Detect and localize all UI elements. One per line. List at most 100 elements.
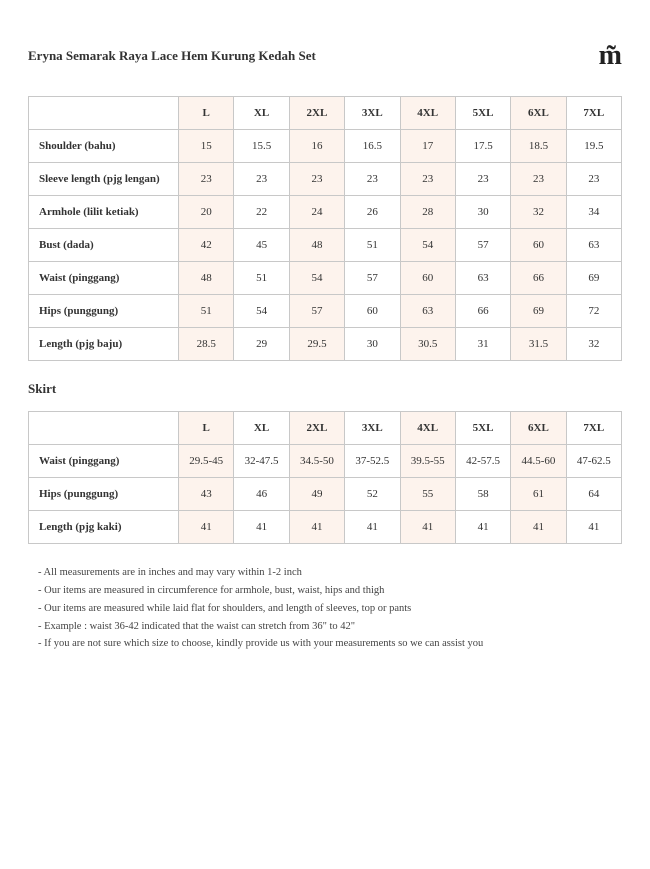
page-title: Eryna Semarak Raya Lace Hem Kurung Kedah… <box>28 48 316 64</box>
table-cell: 24 <box>289 196 344 229</box>
table-cell: 41 <box>289 511 344 544</box>
table-cell: 72 <box>566 295 621 328</box>
table-cell: 61 <box>511 478 566 511</box>
note-line: - Example : waist 36-42 indicated that t… <box>38 618 622 636</box>
table-cell: 39.5-55 <box>400 445 455 478</box>
table-row: Shoulder (bahu)1515.51616.51717.518.519.… <box>29 130 622 163</box>
table-cell: 23 <box>400 163 455 196</box>
table-cell: 49 <box>289 478 344 511</box>
table-cell: 23 <box>455 163 510 196</box>
table-cell: 51 <box>345 229 400 262</box>
table-cell: 30 <box>345 328 400 361</box>
table-cell: 57 <box>289 295 344 328</box>
table-cell: 44.5-60 <box>511 445 566 478</box>
table-cell: 23 <box>289 163 344 196</box>
table-row: Waist (pinggang)29.5-4532-47.534.5-5037-… <box>29 445 622 478</box>
table-cell: 23 <box>234 163 289 196</box>
table-row: Sleeve length (pjg lengan)23232323232323… <box>29 163 622 196</box>
table-cell: 41 <box>566 511 621 544</box>
table-cell: 23 <box>179 163 234 196</box>
table-cell: 23 <box>345 163 400 196</box>
table-cell: 54 <box>234 295 289 328</box>
row-label: Bust (dada) <box>29 229 179 262</box>
table-cell: 15 <box>179 130 234 163</box>
row-label: Armhole (lilit ketiak) <box>29 196 179 229</box>
table-cell: 41 <box>345 511 400 544</box>
table-cell: 58 <box>455 478 510 511</box>
note-line: - If you are not sure which size to choo… <box>38 635 622 653</box>
table-cell: 43 <box>179 478 234 511</box>
table-header-size: 5XL <box>455 97 510 130</box>
table-header-size: L <box>179 412 234 445</box>
table-cell: 57 <box>345 262 400 295</box>
table-cell: 26 <box>345 196 400 229</box>
table-cell: 48 <box>179 262 234 295</box>
table-header-blank <box>29 97 179 130</box>
table-cell: 31 <box>455 328 510 361</box>
table-cell: 57 <box>455 229 510 262</box>
note-line: - Our items are measured in circumferenc… <box>38 582 622 600</box>
skirt-section-title: Skirt <box>28 381 622 397</box>
table-cell: 60 <box>511 229 566 262</box>
table-cell: 29.5-45 <box>179 445 234 478</box>
table-cell: 20 <box>179 196 234 229</box>
table-cell: 32-47.5 <box>234 445 289 478</box>
table-cell: 30 <box>455 196 510 229</box>
table-row: Waist (pinggang)4851545760636669 <box>29 262 622 295</box>
table-cell: 30.5 <box>400 328 455 361</box>
table-header-size: 4XL <box>400 97 455 130</box>
row-label: Shoulder (bahu) <box>29 130 179 163</box>
table-cell: 18.5 <box>511 130 566 163</box>
table-cell: 63 <box>566 229 621 262</box>
table-header-size: 7XL <box>566 97 621 130</box>
row-label: Waist (pinggang) <box>29 262 179 295</box>
row-label: Hips (punggung) <box>29 295 179 328</box>
row-label: Length (pjg baju) <box>29 328 179 361</box>
table-header-size: 2XL <box>289 412 344 445</box>
row-label: Sleeve length (pjg lengan) <box>29 163 179 196</box>
note-line: - All measurements are in inches and may… <box>38 564 622 582</box>
table-header-size: XL <box>234 412 289 445</box>
table-cell: 34 <box>566 196 621 229</box>
table-cell: 66 <box>455 295 510 328</box>
table-header-size: 2XL <box>289 97 344 130</box>
table-cell: 28.5 <box>179 328 234 361</box>
table-header-size: 6XL <box>511 412 566 445</box>
table-header-blank <box>29 412 179 445</box>
table-row: Hips (punggung)5154576063666972 <box>29 295 622 328</box>
table-cell: 41 <box>179 511 234 544</box>
table-header-size: 3XL <box>345 97 400 130</box>
table-header-size: 7XL <box>566 412 621 445</box>
table-cell: 28 <box>400 196 455 229</box>
table-cell: 37-52.5 <box>345 445 400 478</box>
table-cell: 51 <box>179 295 234 328</box>
table-header-size: 4XL <box>400 412 455 445</box>
table-header-size: 5XL <box>455 412 510 445</box>
table-cell: 15.5 <box>234 130 289 163</box>
table-cell: 32 <box>566 328 621 361</box>
table-cell: 45 <box>234 229 289 262</box>
table-cell: 23 <box>511 163 566 196</box>
table-cell: 63 <box>400 295 455 328</box>
table-cell: 17.5 <box>455 130 510 163</box>
note-line: - Our items are measured while laid flat… <box>38 600 622 618</box>
table-cell: 64 <box>566 478 621 511</box>
table-header-size: 6XL <box>511 97 566 130</box>
table-cell: 22 <box>234 196 289 229</box>
table-row: Bust (dada)4245485154576063 <box>29 229 622 262</box>
table-cell: 69 <box>511 295 566 328</box>
table-cell: 42-57.5 <box>455 445 510 478</box>
logo-icon: m̃ <box>599 40 622 72</box>
row-label: Hips (punggung) <box>29 478 179 511</box>
table-cell: 17 <box>400 130 455 163</box>
table-cell: 41 <box>400 511 455 544</box>
table-header-size: L <box>179 97 234 130</box>
table-cell: 41 <box>455 511 510 544</box>
size-table-top: LXL2XL3XL4XL5XL6XL7XL Shoulder (bahu)151… <box>28 96 622 361</box>
table-cell: 60 <box>400 262 455 295</box>
table-cell: 31.5 <box>511 328 566 361</box>
header: Eryna Semarak Raya Lace Hem Kurung Kedah… <box>28 40 622 72</box>
table-cell: 63 <box>455 262 510 295</box>
row-label: Length (pjg kaki) <box>29 511 179 544</box>
table-row: Armhole (lilit ketiak)2022242628303234 <box>29 196 622 229</box>
